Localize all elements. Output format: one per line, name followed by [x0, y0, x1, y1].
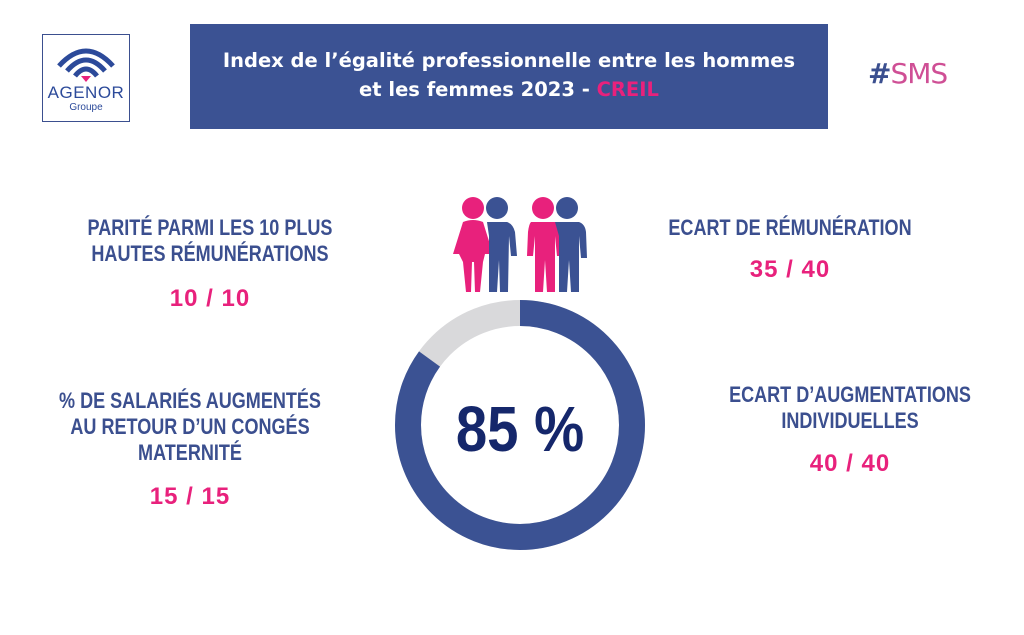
metric-line: INDIVIDUELLES	[781, 408, 919, 433]
metric-label-raises-gap: ECART D’AUGMENTATIONS INDIVIDUELLES	[719, 382, 981, 434]
metric-line: ECART D’AUGMENTATIONS	[729, 382, 971, 407]
title-line-2: et les femmes 2023 - CREIL	[190, 75, 828, 104]
hashtag-text: SMS	[890, 57, 948, 90]
logo-name: AGENOR	[47, 83, 125, 102]
metric-label-pay-gap: ECART DE RÉMUNÉRATION	[659, 215, 921, 241]
hashtag-symbol: #	[868, 57, 891, 90]
logo-subtitle: Groupe	[69, 102, 103, 113]
metric-line: MATERNITÉ	[138, 440, 242, 465]
metric-value-raises-gap: 40 / 40	[809, 450, 891, 477]
sms-hashtag-logo: #SMS	[868, 57, 948, 90]
metric-label-maternity: % DE SALARIÉS AUGMENTÉS AU RETOUR D’UN C…	[59, 388, 321, 466]
title-banner: Index de l’égalité professionnelle entre…	[190, 24, 828, 129]
score-value: 85 %	[455, 393, 585, 465]
metric-value-maternity: 15 / 15	[149, 483, 231, 510]
metric-label-parity: PARITÉ PARMI LES 10 PLUS HAUTES RÉMUNÉRA…	[79, 215, 341, 267]
metric-value-pay-gap: 35 / 40	[749, 256, 831, 283]
donut-progress	[395, 300, 645, 550]
title-line-2-text: et les femmes 2023 -	[359, 78, 597, 101]
metric-line: PARITÉ PARMI LES 10 PLUS	[87, 215, 333, 240]
score-donut	[395, 300, 645, 550]
women-men-icon	[453, 197, 587, 292]
metric-value-parity: 10 / 10	[169, 285, 251, 312]
metric-line: % DE SALARIÉS AUGMENTÉS	[59, 388, 321, 413]
title-line-1: Index de l’égalité professionnelle entre…	[222, 49, 796, 72]
metric-line: HAUTES RÉMUNÉRATIONS	[91, 241, 329, 266]
metric-line: ECART DE RÉMUNÉRATION	[668, 215, 912, 240]
wifi-arcs-icon	[57, 48, 115, 82]
title-location: CREIL	[596, 78, 659, 101]
metric-line: AU RETOUR D’UN CONGÉS	[70, 414, 310, 439]
agenor-logo: AGENOR Groupe	[42, 34, 130, 122]
